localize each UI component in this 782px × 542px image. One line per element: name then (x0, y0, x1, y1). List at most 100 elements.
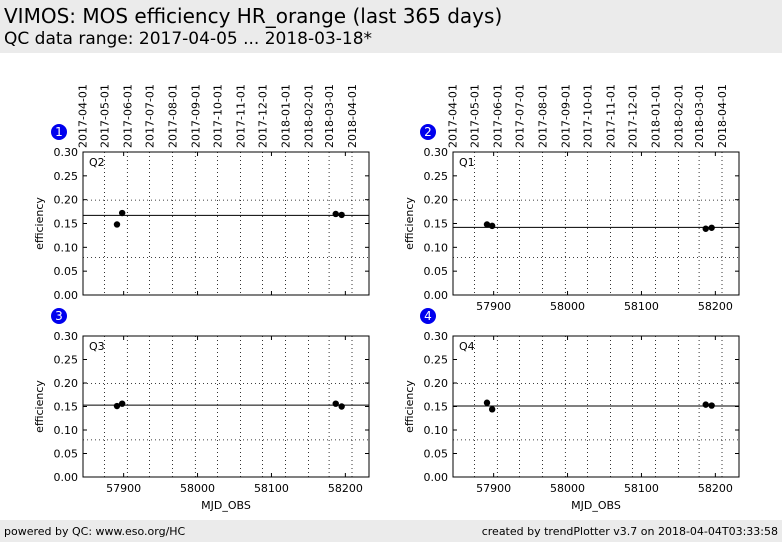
plot-frame (82, 151, 370, 296)
x-tick-label: 57900 (476, 300, 511, 313)
date-tick-label: 2017-12-01 (257, 84, 270, 148)
footer-created-by: created by trendPlotter v3.7 on 2018-04-… (481, 525, 778, 538)
y-tick-label: 0.00 (424, 289, 449, 302)
data-point (113, 221, 121, 228)
data-point (118, 209, 126, 217)
date-tick-label: 2017-04-01 (76, 84, 89, 148)
panel-badge-number: 3 (55, 309, 63, 323)
panel-badge-circle (420, 124, 436, 140)
y-axis-label: efficiency (403, 197, 416, 250)
panel-badge-number: 2 (424, 125, 432, 139)
y-tick-label: 0.25 (424, 354, 449, 367)
y-tick-label: 0.05 (424, 448, 449, 461)
y-axis-label: efficiency (33, 197, 46, 250)
x-tick-label: 57900 (106, 482, 141, 495)
panel-label: Q4 (459, 340, 475, 353)
date-tick-label: 2017-06-01 (491, 84, 504, 148)
data-point (338, 403, 345, 410)
data-point (118, 400, 126, 407)
y-tick-label: 0.25 (54, 170, 79, 183)
date-tick-label: 2017-09-01 (559, 84, 572, 148)
header-bar: VIMOS: MOS efficiency HR_orange (last 36… (0, 0, 782, 53)
page-title: VIMOS: MOS efficiency HR_orange (last 36… (4, 4, 503, 28)
date-tick-label: 2018-02-01 (302, 84, 315, 148)
y-tick-label: 0.20 (54, 377, 79, 390)
panel-badge-number: 1 (55, 125, 63, 139)
x-axis-label: MJD_OBS (201, 499, 251, 512)
date-tick-label: 2017-11-01 (234, 84, 247, 148)
data-point (488, 406, 496, 413)
x-tick-label: 58000 (550, 300, 585, 313)
date-tick-label: 2017-11-01 (604, 84, 617, 148)
date-tick-label: 2018-02-01 (672, 84, 685, 148)
date-tick-label: 2017-05-01 (468, 84, 481, 148)
x-tick-label: 58200 (328, 482, 363, 495)
data-point (483, 399, 491, 406)
date-tick-label: 2017-12-01 (627, 84, 640, 148)
y-tick-label: 0.15 (54, 218, 79, 231)
data-point (702, 401, 709, 408)
panel-badge-circle (51, 308, 67, 324)
date-tick-label: 2017-10-01 (212, 84, 225, 148)
x-tick-label: 58200 (698, 482, 733, 495)
y-tick-label: 0.00 (424, 471, 449, 484)
y-axis-label: efficiency (33, 380, 46, 433)
y-tick-label: 0.20 (424, 377, 449, 390)
data-point (488, 222, 496, 230)
y-tick-label: 0.10 (54, 424, 79, 437)
x-tick-label: 58100 (254, 482, 289, 495)
y-tick-label: 0.10 (54, 241, 79, 254)
data-point (332, 400, 339, 407)
panel-label: Q2 (89, 156, 105, 169)
y-axis-label: efficiency (403, 380, 416, 433)
panel-badge-circle (51, 124, 67, 140)
panel-badge-circle (420, 308, 436, 324)
y-tick-label: 0.15 (54, 401, 79, 414)
panel-badge-number: 4 (424, 309, 432, 323)
x-tick-label: 58100 (624, 300, 659, 313)
y-tick-label: 0.00 (54, 289, 79, 302)
y-tick-label: 0.05 (54, 265, 79, 278)
date-tick-label: 2018-03-01 (693, 84, 706, 148)
plot-frame (452, 151, 740, 296)
x-axis-label: MJD_OBS (571, 499, 621, 512)
page-subtitle: QC data range: 2017-04-05 ... 2018-03-18… (4, 29, 373, 49)
footer-powered-by: powered by QC: www.eso.org/HC (4, 525, 186, 538)
date-tick-label: 2017-10-01 (582, 84, 595, 148)
x-tick-label: 58000 (550, 482, 585, 495)
y-tick-label: 0.00 (54, 471, 79, 484)
panel-label: Q3 (89, 340, 105, 353)
panel-2: 0.00 0.05 0.10 0.15 0.20 0.25 0.30 57900 58000 58… (403, 84, 740, 313)
y-tick-label: 0.25 (424, 170, 449, 183)
date-tick-label: 2018-04-01 (346, 84, 359, 148)
data-point (708, 402, 715, 409)
x-tick-label: 58200 (698, 300, 733, 313)
data-point (332, 210, 339, 218)
data-point (113, 402, 121, 410)
date-tick-label: 2017-08-01 (536, 84, 549, 148)
panel-4: 0.00 0.05 0.10 0.15 0.20 0.25 0.30 57900 58000 58… (403, 308, 740, 512)
y-tick-label: 0.30 (424, 330, 449, 343)
y-tick-label: 0.15 (424, 401, 449, 414)
date-tick-label: 2017-09-01 (189, 84, 202, 148)
data-point (708, 224, 715, 231)
date-tick-label: 2017-07-01 (514, 84, 527, 148)
data-point (483, 221, 491, 228)
date-tick-label: 2018-01-01 (279, 84, 292, 148)
y-tick-label: 0.10 (424, 424, 449, 437)
date-tick-label: 2017-07-01 (144, 84, 157, 148)
panel-label: Q1 (459, 156, 475, 169)
y-tick-label: 0.30 (54, 330, 79, 343)
y-tick-label: 0.20 (424, 194, 449, 207)
y-tick-label: 0.15 (424, 218, 449, 231)
x-tick-label: 58100 (624, 482, 659, 495)
x-tick-label: 57900 (476, 482, 511, 495)
data-point (702, 225, 709, 232)
date-tick-label: 2017-06-01 (121, 84, 134, 148)
x-tick-label: 58000 (180, 482, 215, 495)
date-tick-label: 2017-08-01 (166, 84, 179, 148)
date-tick-label: 2017-05-01 (98, 84, 111, 148)
panel-3: 0.00 0.05 0.10 0.15 0.20 0.25 0.30 57900 58000 58… (33, 308, 370, 512)
date-tick-label: 2018-04-01 (716, 84, 729, 148)
